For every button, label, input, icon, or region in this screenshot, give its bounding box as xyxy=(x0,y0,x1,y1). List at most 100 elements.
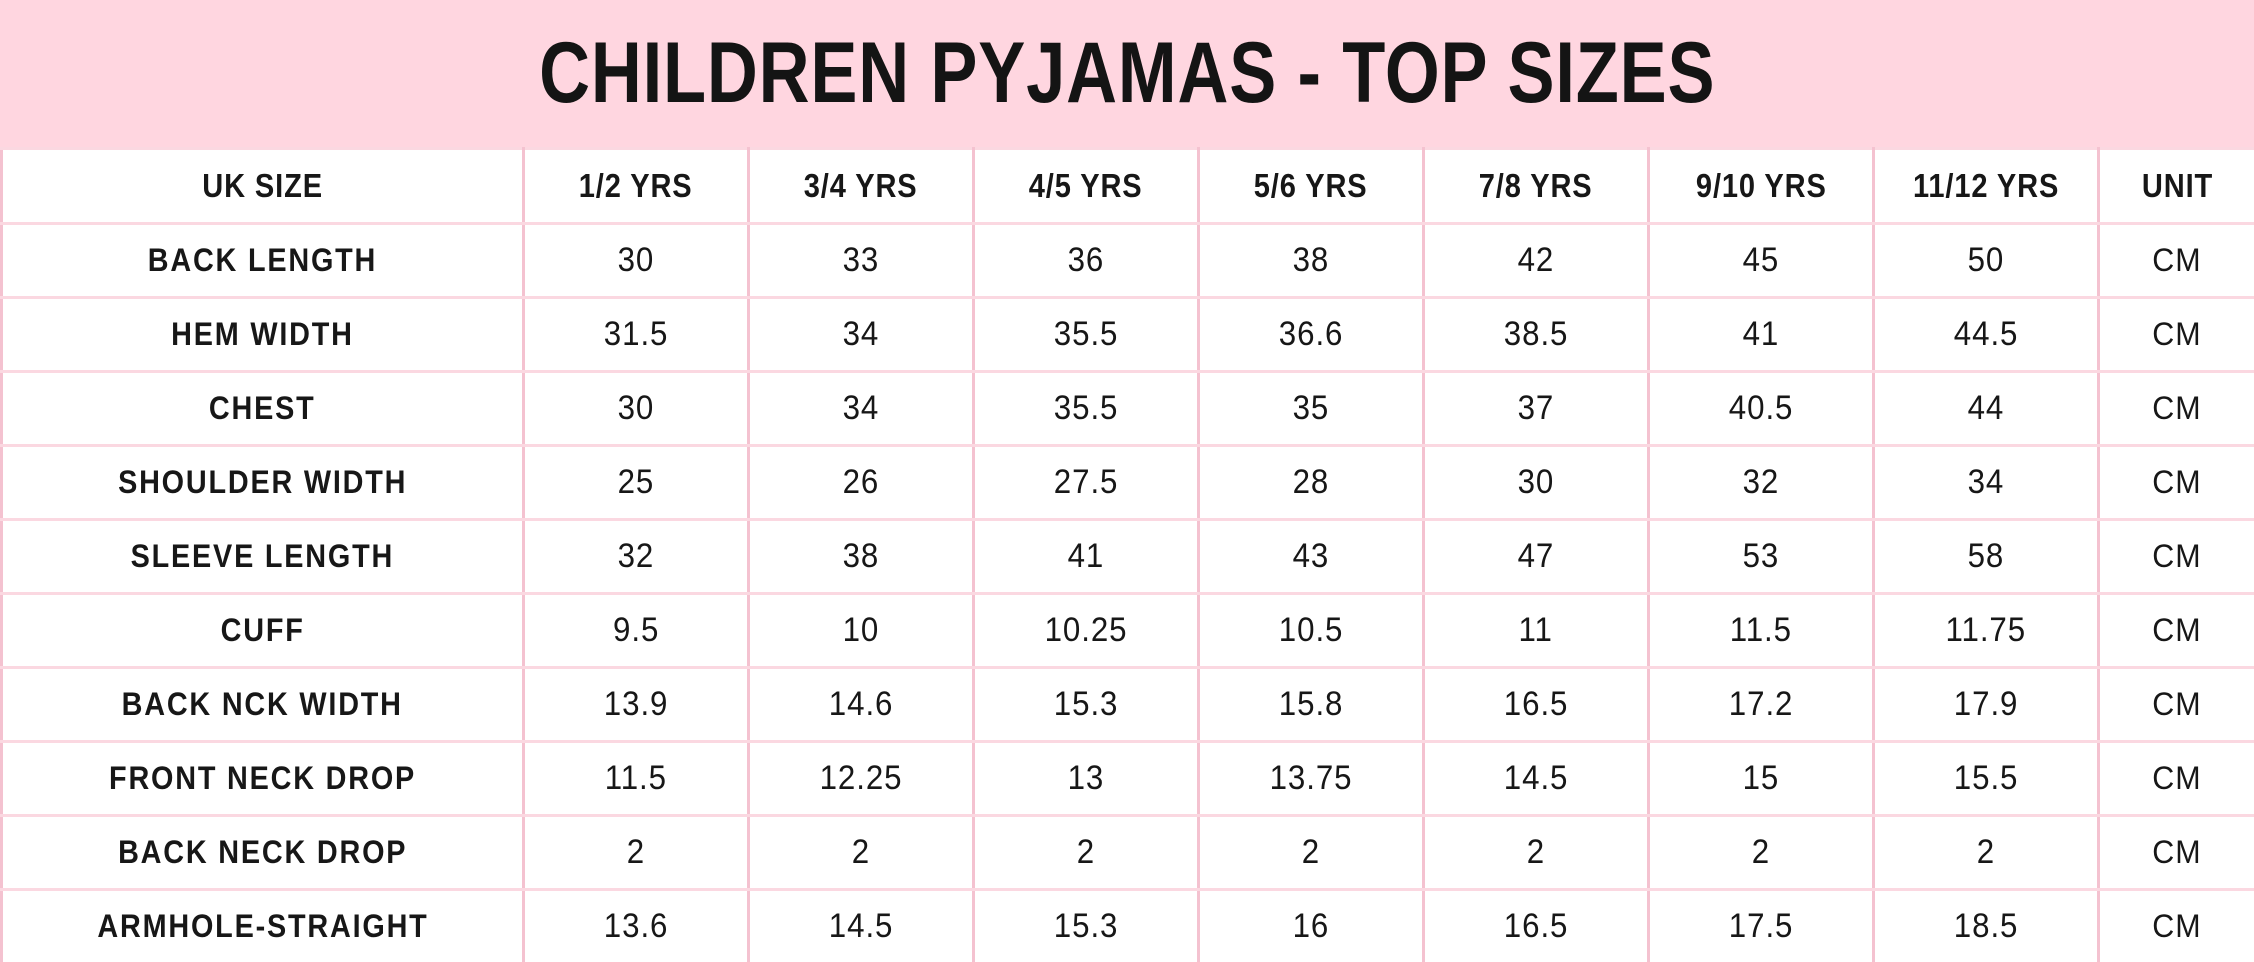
size-value-cell: 35.5 xyxy=(972,370,1200,447)
size-value: 11.5 xyxy=(1729,611,1793,649)
unit-label: CM xyxy=(2152,908,2202,944)
size-value: 2 xyxy=(626,833,646,871)
size-value-cell: 53 xyxy=(1647,518,1875,595)
size-value: 11.75 xyxy=(1945,611,2027,649)
row-label: BACK NCK WIDTH xyxy=(121,686,404,722)
size-value: 15.8 xyxy=(1278,685,1344,723)
column-header-label: UNIT xyxy=(2141,167,2213,204)
size-value-cell: 35.5 xyxy=(972,296,1200,373)
size-value-cell: 2 xyxy=(1422,814,1650,891)
row-label: HEM WIDTH xyxy=(171,316,354,352)
row-label-cell: HEM WIDTH xyxy=(0,296,525,373)
unit-cell: CM xyxy=(2097,888,2254,962)
table-row-back-length: BACK LENGTH 30 33 36 38 42 45 50 CM xyxy=(0,222,2254,299)
size-value-cell: 2 xyxy=(1197,814,1425,891)
unit-cell: CM xyxy=(2097,222,2254,299)
size-value-cell: 11.75 xyxy=(1872,592,2100,669)
size-value: 14.5 xyxy=(828,907,894,945)
row-label-cell: FRONT NECK DROP xyxy=(0,740,525,817)
unit-cell: CM xyxy=(2097,518,2254,595)
size-value-cell: 10.25 xyxy=(972,592,1200,669)
size-value: 30 xyxy=(617,241,655,279)
size-value-cell: 35 xyxy=(1197,370,1425,447)
size-value-cell: 17.9 xyxy=(1872,666,2100,743)
size-value: 9.5 xyxy=(612,611,660,649)
size-value: 34 xyxy=(1967,463,2005,501)
size-value: 15.3 xyxy=(1053,907,1119,945)
size-value-cell: 40.5 xyxy=(1647,370,1875,447)
size-value: 44 xyxy=(1967,389,2005,427)
size-value-cell: 10 xyxy=(747,592,975,669)
size-value: 45 xyxy=(1742,241,1780,279)
table-row-shoulder-width: SHOULDER WIDTH 25 26 27.5 28 30 32 34 CM xyxy=(0,444,2254,521)
size-value-cell: 41 xyxy=(972,518,1200,595)
unit-label: CM xyxy=(2152,464,2202,500)
row-label-cell: ARMHOLE-STRAIGHT xyxy=(0,888,525,962)
column-header-label: 7/8 YRS xyxy=(1479,167,1593,204)
size-value: 10.5 xyxy=(1278,611,1344,649)
size-value-cell: 38.5 xyxy=(1422,296,1650,373)
size-value-cell: 37 xyxy=(1422,370,1650,447)
size-value: 14.5 xyxy=(1503,759,1569,797)
row-label-cell: CUFF xyxy=(0,592,525,669)
column-header-7-8-yrs: 7/8 YRS xyxy=(1422,147,1650,225)
size-value: 16 xyxy=(1292,907,1330,945)
size-value: 58 xyxy=(1967,537,2005,575)
size-value: 28 xyxy=(1292,463,1330,501)
size-value: 30 xyxy=(617,389,655,427)
column-header-unit: UNIT xyxy=(2097,147,2254,225)
size-value: 44.5 xyxy=(1953,315,2019,353)
size-value-cell: 36.6 xyxy=(1197,296,1425,373)
table-row-chest: CHEST 30 34 35.5 35 37 40.5 44 CM xyxy=(0,370,2254,447)
table-row-hem-width: HEM WIDTH 31.5 34 35.5 36.6 38.5 41 44.5 CM xyxy=(0,296,2254,373)
size-value: 13.9 xyxy=(603,685,669,723)
unit-label: CM xyxy=(2152,390,2202,426)
title-banner: CHILDREN PYJAMAS - TOP SIZES xyxy=(0,0,2254,147)
size-value: 15.5 xyxy=(1953,759,2019,797)
size-value-cell: 30 xyxy=(1422,444,1650,521)
size-value: 16.5 xyxy=(1503,685,1569,723)
table-row-front-neck-drop: FRONT NECK DROP 11.5 12.25 13 13.75 14.5 15 15.… xyxy=(0,740,2254,817)
size-value: 2 xyxy=(851,833,871,871)
row-label: CHEST xyxy=(209,390,316,426)
column-header-label: UK SIZE xyxy=(202,167,323,204)
size-value-cell: 13.6 xyxy=(522,888,750,962)
unit-label: CM xyxy=(2152,316,2202,352)
unit-label: CM xyxy=(2152,538,2202,574)
row-label: FRONT NECK DROP xyxy=(108,760,416,796)
size-value-cell: 14.6 xyxy=(747,666,975,743)
size-value-cell: 15.8 xyxy=(1197,666,1425,743)
size-value: 40.5 xyxy=(1728,389,1794,427)
unit-cell: CM xyxy=(2097,296,2254,373)
column-header-label: 1/2 YRS xyxy=(579,167,693,204)
row-label: CUFF xyxy=(220,612,305,648)
size-value: 38.5 xyxy=(1503,315,1569,353)
size-value-cell: 13 xyxy=(972,740,1200,817)
size-value-cell: 13.9 xyxy=(522,666,750,743)
size-value: 2 xyxy=(1976,833,1996,871)
size-value: 13.75 xyxy=(1269,759,1353,797)
size-value-cell: 28 xyxy=(1197,444,1425,521)
size-value: 10 xyxy=(842,611,880,649)
column-header-label: 4/5 YRS xyxy=(1029,167,1143,204)
size-value: 35.5 xyxy=(1053,389,1119,427)
size-value-cell: 10.5 xyxy=(1197,592,1425,669)
size-value: 15.3 xyxy=(1053,685,1119,723)
size-value-cell: 2 xyxy=(522,814,750,891)
column-header-label: 9/10 YRS xyxy=(1695,167,1827,204)
column-header-uk-size: UK SIZE xyxy=(0,147,525,225)
column-header-3-4-yrs: 3/4 YRS xyxy=(747,147,975,225)
row-label-cell: BACK NECK DROP xyxy=(0,814,525,891)
size-value: 35.5 xyxy=(1053,315,1119,353)
size-value-cell: 16 xyxy=(1197,888,1425,962)
size-value: 13.6 xyxy=(603,907,669,945)
size-value-cell: 13.75 xyxy=(1197,740,1425,817)
column-header-4-5-yrs: 4/5 YRS xyxy=(972,147,1200,225)
size-value: 38 xyxy=(842,537,880,575)
unit-label: CM xyxy=(2152,242,2202,278)
size-value-cell: 41 xyxy=(1647,296,1875,373)
row-label: BACK NECK DROP xyxy=(117,834,408,870)
size-value-cell: 2 xyxy=(747,814,975,891)
size-value: 11 xyxy=(1518,611,1554,649)
size-value-cell: 43 xyxy=(1197,518,1425,595)
